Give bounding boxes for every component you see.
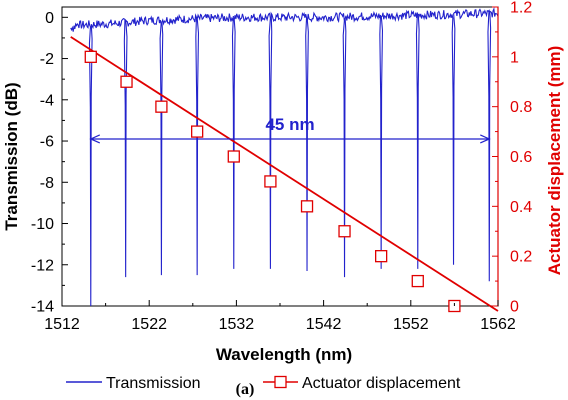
x-tick-label: 1512 xyxy=(44,316,80,333)
x-tick-label: 1532 xyxy=(219,316,255,333)
annotation-arrow-left xyxy=(89,134,101,144)
transmission-line xyxy=(70,6,499,307)
y-right-tick-label: 0.8 xyxy=(510,99,532,116)
y-right-tick-label: 0.2 xyxy=(510,249,532,266)
y-left-tick-label: -2 xyxy=(40,51,54,68)
y-left-tick-label: -12 xyxy=(31,257,54,274)
displacement-point xyxy=(264,175,277,188)
plot-frame-group xyxy=(61,6,499,307)
y-right-tick-label: 0.4 xyxy=(510,199,532,216)
annotation-arrow-right xyxy=(480,134,491,144)
displacement-point xyxy=(227,150,240,163)
y-left-tick-label: -14 xyxy=(31,299,54,316)
y-left-tick-label: -4 xyxy=(40,92,54,109)
y-right-tick-label: 0.6 xyxy=(510,149,532,166)
y-right-tick-label: 1 xyxy=(510,49,519,66)
annotation-label: 45 nm xyxy=(265,115,314,134)
y-left-tick-label: -8 xyxy=(40,175,54,192)
displacement-point xyxy=(191,125,204,138)
legend-transmission-label: Transmission xyxy=(106,375,201,392)
left-axis: 0 -2 -4 -6 -8 -10 -12 -14 xyxy=(31,10,68,316)
y-left-tick-label: -10 xyxy=(31,216,54,233)
displacement-point xyxy=(375,250,388,263)
displacement-point xyxy=(84,50,97,63)
displacement-point xyxy=(300,200,314,213)
plot-frame xyxy=(61,6,499,307)
x-axis-title: Wavelength (nm) xyxy=(216,345,352,364)
transmission-series xyxy=(70,6,499,307)
span-annotation: 45 nm xyxy=(89,115,491,144)
right-axis: 0 0.2 0.4 0.6 0.8 1 1.2 xyxy=(492,0,532,316)
x-tick-label: 1542 xyxy=(306,316,342,333)
displacement-series xyxy=(70,36,499,313)
displacement-line xyxy=(70,36,499,312)
y-left-tick-label: -6 xyxy=(40,134,54,151)
legend-displacement-swatch-marker xyxy=(274,375,287,389)
panel-label: (a) xyxy=(236,381,255,398)
displacement-point xyxy=(338,225,351,238)
bottom-axis: 1512 1522 1532 1542 1552 1562 xyxy=(44,300,516,333)
y-right-tick-label: 1.2 xyxy=(510,0,532,17)
x-tick-label: 1552 xyxy=(393,316,429,333)
y-left-tick-label: 0 xyxy=(45,10,54,27)
x-tick-label: 1562 xyxy=(480,316,516,333)
displacement-point xyxy=(120,75,133,88)
legend: Transmission (a) Actuator displacement xyxy=(66,375,461,398)
displacement-point xyxy=(411,274,424,288)
legend-displacement-label: Actuator displacement xyxy=(302,375,461,392)
y-left-axis-title: Transmission (dB) xyxy=(2,82,21,230)
displacement-point xyxy=(155,100,168,113)
x-tick-label: 1522 xyxy=(131,316,167,333)
y-right-axis-title: Actuator displacement (mm) xyxy=(545,46,564,276)
y-right-tick-label: 0 xyxy=(510,299,519,316)
